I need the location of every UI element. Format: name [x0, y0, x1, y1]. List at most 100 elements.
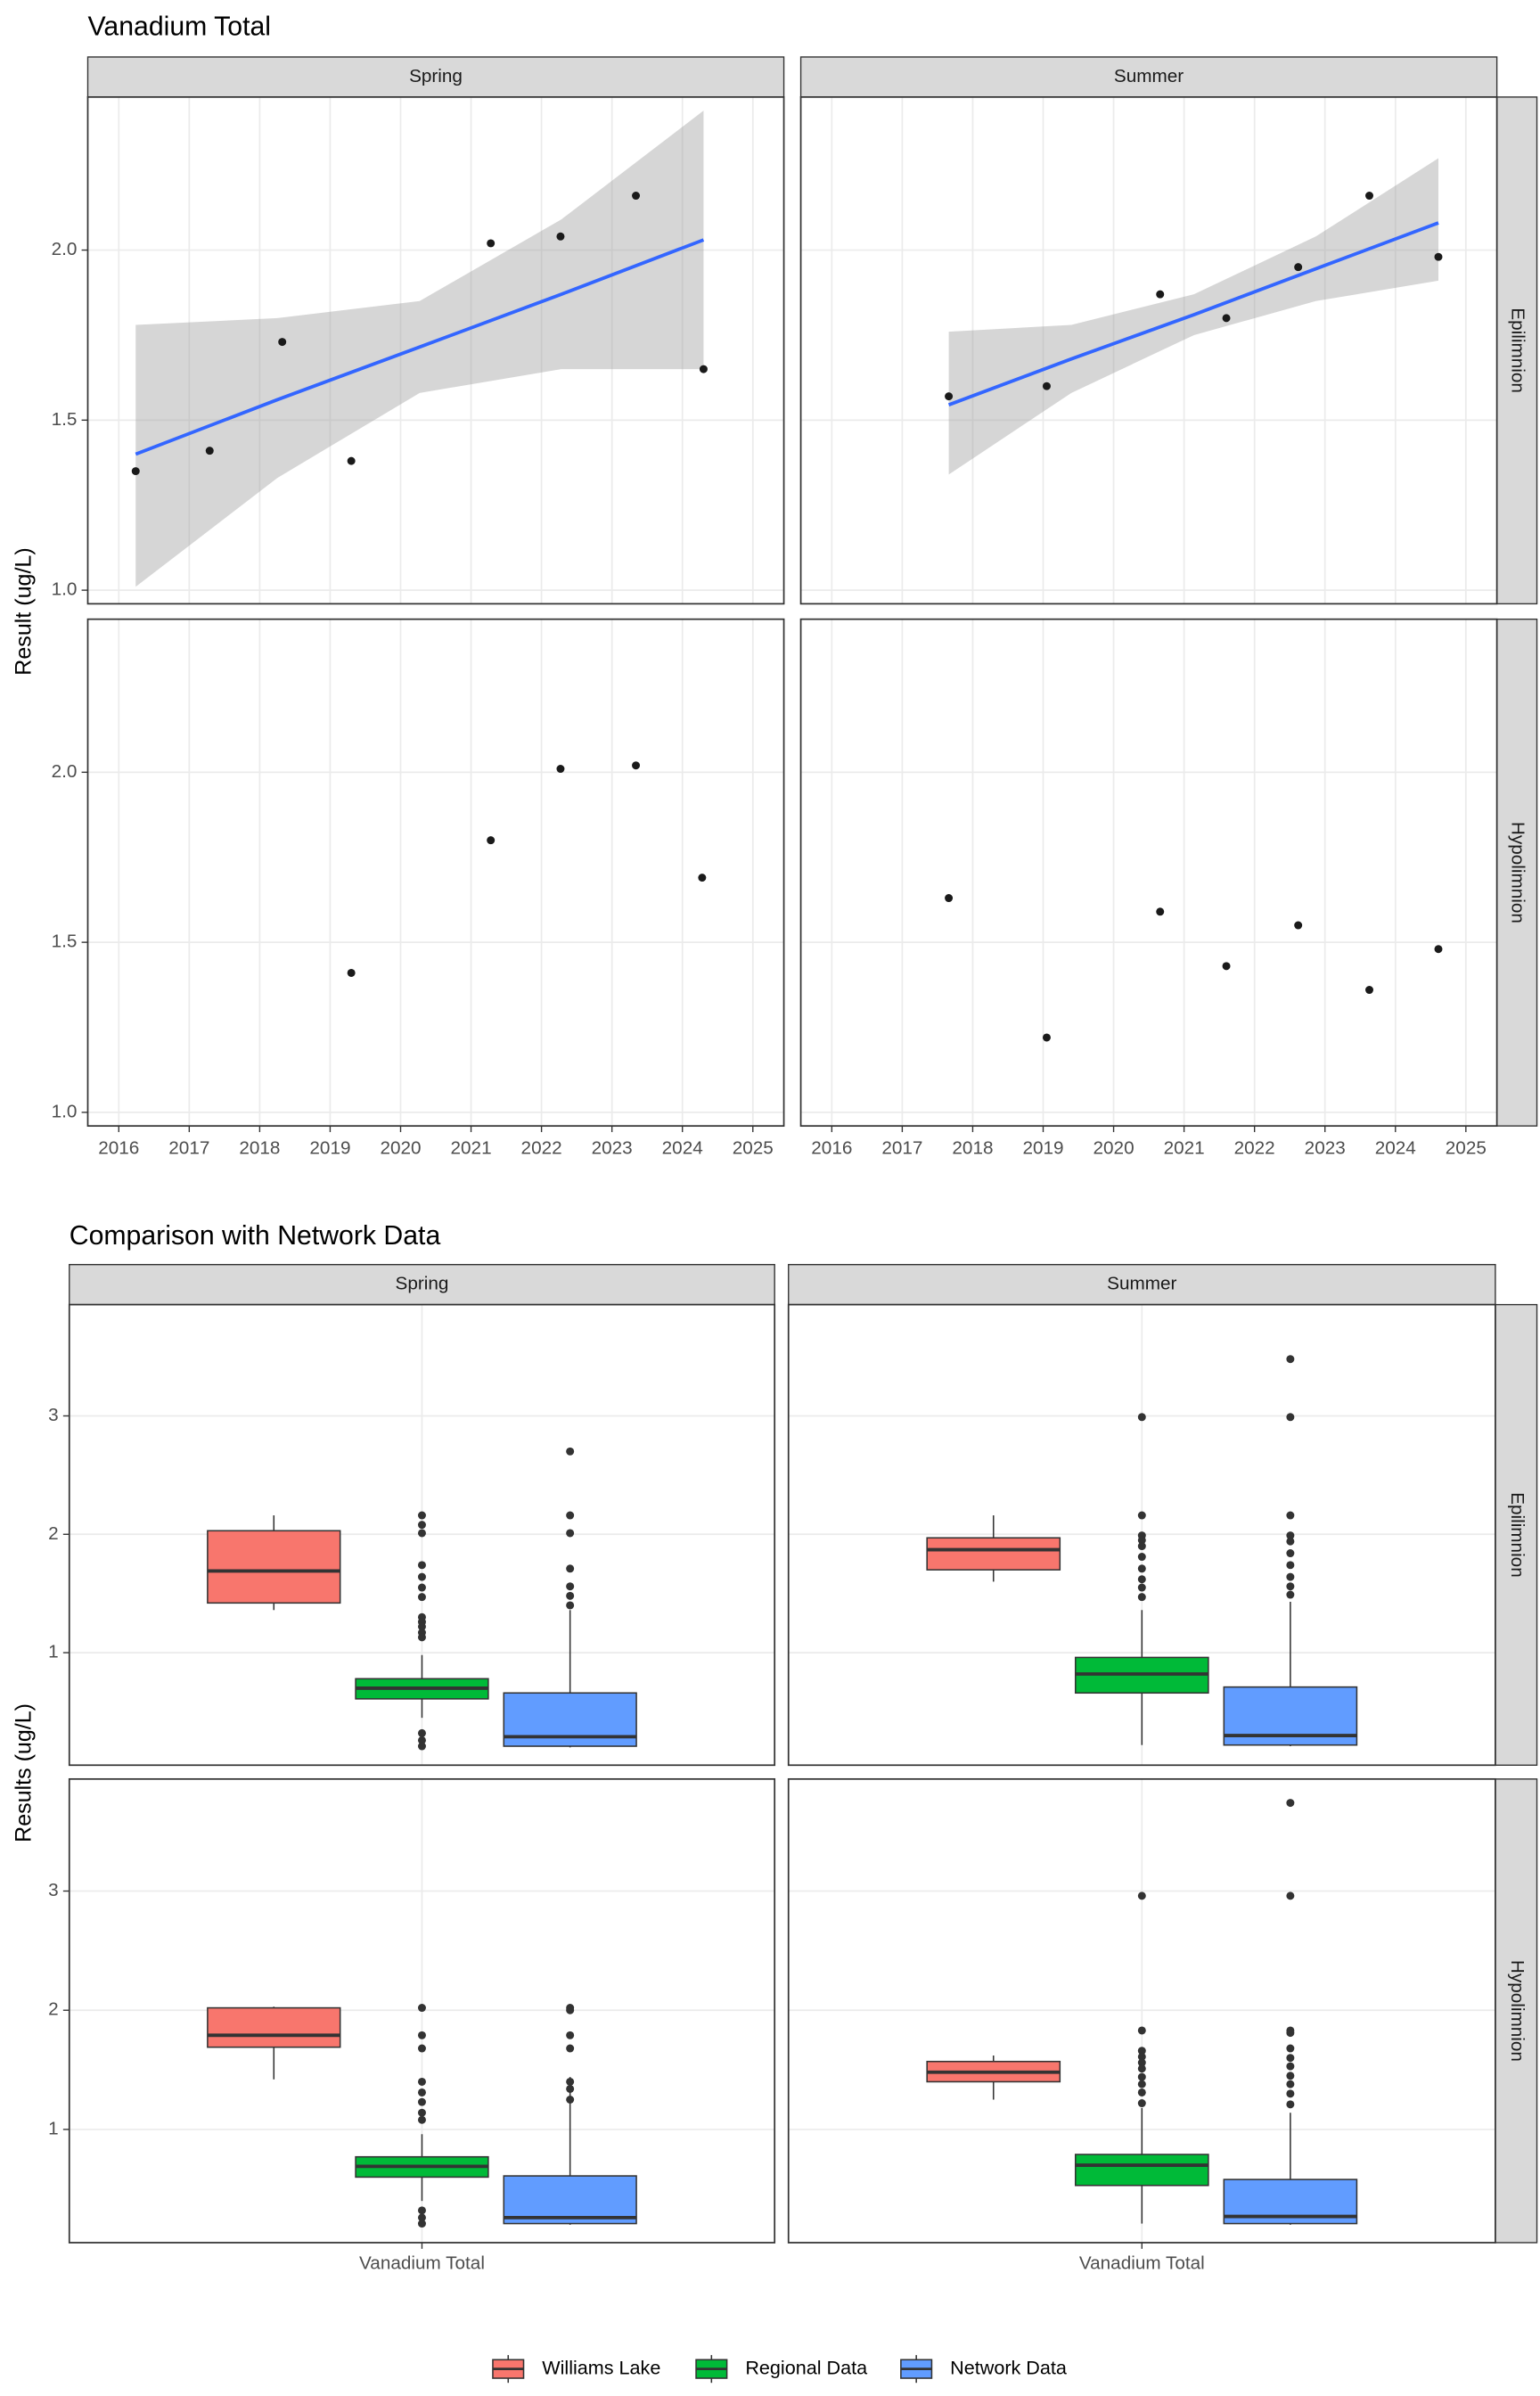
- outlier: [566, 2096, 575, 2105]
- outlier: [1286, 1511, 1295, 1520]
- data-point: [1156, 907, 1165, 916]
- outlier: [1286, 1799, 1295, 1808]
- outlier: [1286, 1413, 1295, 1422]
- outlier: [1286, 2080, 1295, 2088]
- panel-background: [800, 96, 1497, 604]
- data-point: [1294, 921, 1303, 930]
- data-point: [487, 239, 496, 248]
- outlier: [566, 1564, 575, 1573]
- x-tick-label: 2023: [1305, 1138, 1346, 1159]
- outlier: [1137, 1564, 1146, 1573]
- outlier: [566, 1591, 575, 1600]
- outlier: [1286, 1531, 1295, 1540]
- trend-line: [135, 238, 705, 456]
- box: [207, 2006, 341, 2048]
- outlier: [417, 2088, 426, 2096]
- trend-line: [947, 221, 1439, 406]
- y-tick-label: 2.0: [52, 761, 78, 782]
- x-tick-label: 2025: [1446, 1138, 1487, 1159]
- outlier: [417, 2097, 426, 2106]
- facet-strip: [69, 1263, 775, 1306]
- outlier: [417, 1735, 426, 1744]
- outlier: [417, 2220, 426, 2228]
- outlier: [1286, 1891, 1295, 1900]
- data-point: [945, 894, 954, 903]
- data-point: [698, 874, 707, 882]
- y-tick-label: 1.0: [52, 1101, 78, 1121]
- x-tick-label: 2020: [380, 1138, 421, 1159]
- facet-label: Spring: [396, 1274, 449, 1294]
- x-tick-label: 2017: [168, 1138, 209, 1159]
- facet-label: Summer: [1107, 1274, 1176, 1294]
- x-tick-label: 2016: [811, 1138, 852, 1159]
- panel-background: [800, 619, 1497, 1127]
- y-tick-label: 3: [48, 1405, 59, 1425]
- outlier: [1137, 2058, 1146, 2067]
- facet-label: Spring: [409, 66, 463, 86]
- outlier: [1286, 1590, 1295, 1599]
- outlier: [566, 2084, 575, 2093]
- outlier: [1286, 1549, 1295, 1558]
- box: [1074, 2154, 1209, 2187]
- data-point: [1294, 263, 1303, 272]
- outlier: [1286, 2072, 1295, 2080]
- data-point: [1434, 252, 1443, 261]
- panel-border: [86, 95, 785, 605]
- outlier: [1137, 2088, 1146, 2096]
- panel-border: [787, 1303, 1496, 1767]
- outlier: [1137, 1593, 1146, 1602]
- panel-border: [799, 95, 1498, 605]
- x-tick-label: 2021: [451, 1138, 492, 1159]
- data-point: [347, 968, 356, 977]
- x-tick-label: 2019: [309, 1138, 350, 1159]
- outlier: [1286, 1582, 1295, 1591]
- outlier: [417, 2213, 426, 2222]
- outlier: [1286, 1572, 1295, 1581]
- outlier: [566, 2006, 575, 2014]
- outlier: [1286, 1561, 1295, 1570]
- outlier: [417, 1561, 426, 1570]
- y-tick-label: 1.0: [52, 579, 78, 600]
- data-point: [131, 467, 140, 476]
- outlier: [417, 1742, 426, 1751]
- y-tick-label: 2.0: [52, 239, 78, 259]
- outlier: [417, 2206, 426, 2215]
- panel-background: [87, 96, 784, 604]
- x-tick-label: 2024: [1375, 1138, 1416, 1159]
- facet-label: Epilimnion: [1508, 308, 1528, 393]
- panel-background: [87, 619, 784, 1127]
- x-tick-label: 2017: [881, 1138, 922, 1159]
- data-point: [487, 836, 496, 845]
- facet-label: Hypolimnion: [1508, 822, 1528, 923]
- data-point: [347, 456, 356, 465]
- outlier: [417, 1572, 426, 1581]
- panel-border: [86, 618, 785, 1128]
- outlier: [1286, 2054, 1295, 2063]
- outlier: [1137, 2080, 1146, 2088]
- outlier: [566, 1511, 575, 1520]
- facet-label: Epilimnion: [1507, 1492, 1528, 1578]
- outlier: [417, 1593, 426, 1602]
- outlier: [1286, 2100, 1295, 2109]
- outlier: [417, 2031, 426, 2039]
- outlier: [417, 2004, 426, 2013]
- outlier: [417, 1511, 426, 1520]
- x-tick-label: 2022: [1234, 1138, 1275, 1159]
- chart-title: Vanadium Total: [87, 12, 271, 42]
- outlier: [1286, 2044, 1295, 2053]
- outlier: [1286, 2029, 1295, 2038]
- data-point: [632, 192, 641, 201]
- facet-strip: [799, 56, 1498, 98]
- outlier: [1137, 1583, 1146, 1592]
- x-tick-label: 2020: [1094, 1138, 1135, 1159]
- outlier: [417, 1529, 426, 1538]
- outlier: [1137, 1575, 1146, 1584]
- data-point: [1222, 962, 1231, 971]
- outlier: [1286, 2062, 1295, 2071]
- chart-title: Comparison with Network Data: [70, 1221, 441, 1251]
- legend-label: Regional Data: [745, 2356, 867, 2378]
- x-tick-label: 2023: [592, 1138, 633, 1159]
- x-tick-label: 2022: [521, 1138, 562, 1159]
- y-tick-label: 1: [48, 2118, 59, 2138]
